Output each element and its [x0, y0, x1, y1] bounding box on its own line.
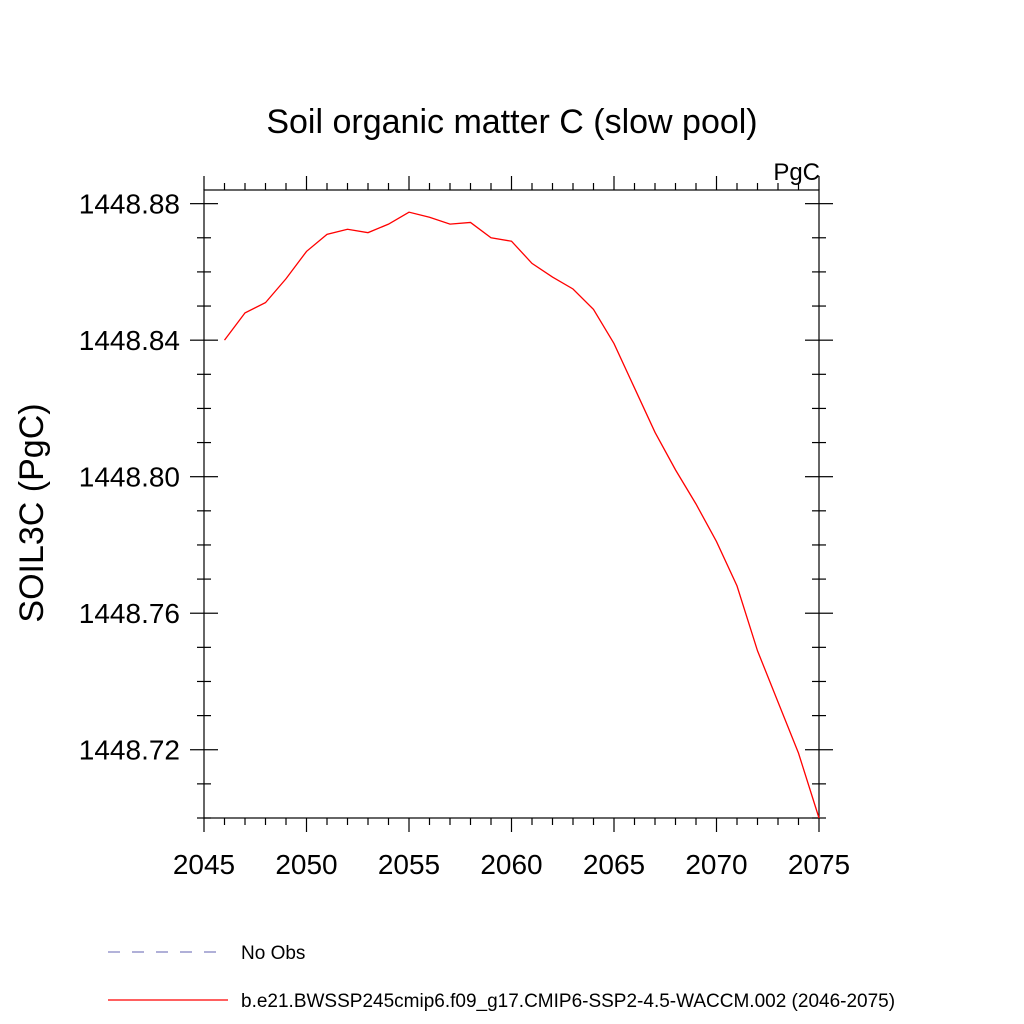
axis-ticks: 2045 2050 2055 2060 2065 2070 2075 1448.72 1448.…	[79, 176, 850, 880]
x-tick-label: 2070	[685, 849, 747, 880]
series-lines	[223, 211, 820, 819]
y-tick-label: 1448.88	[79, 189, 180, 220]
units-label: PgC	[773, 159, 820, 186]
x-tick-label: 2075	[788, 849, 850, 880]
plot-frame	[203, 189, 820, 819]
y-tick-label: 1448.72	[79, 735, 180, 766]
x-tick-label: 2055	[378, 849, 440, 880]
legend-label: No Obs	[241, 943, 305, 964]
legend-label: b.e21.BWSSP245cmip6.f09_g17.CMIP6-SSP2-4…	[241, 991, 895, 1012]
series-line	[223, 211, 820, 819]
y-axis-label: SOIL3C (PgC)	[13, 403, 51, 622]
x-tick-label: 2065	[583, 849, 645, 880]
x-tick-label: 2045	[173, 849, 235, 880]
legend: No Obs b.e21.BWSSP245cmip6.f09_g17.CMIP6-…	[108, 943, 895, 1012]
y-tick-label: 1448.84	[79, 325, 180, 356]
x-tick-label: 2060	[480, 849, 542, 880]
x-tick-label: 2050	[275, 849, 337, 880]
y-tick-label: 1448.80	[79, 462, 180, 493]
chart-title: Soil organic matter C (slow pool)	[266, 103, 757, 141]
y-tick-label: 1448.76	[79, 598, 180, 629]
